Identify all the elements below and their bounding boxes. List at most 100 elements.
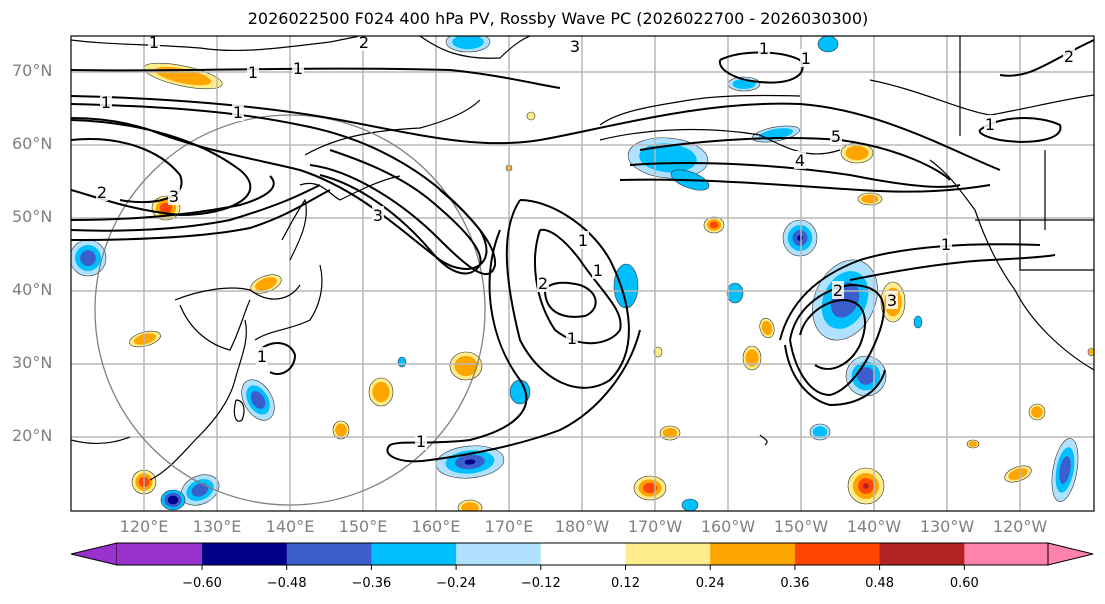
pc-anomaly-patch [1088, 349, 1094, 355]
pc-anomaly-patch [758, 128, 794, 140]
colorbar-tick-label: 0.48 [865, 576, 895, 591]
colorbar-segment [371, 543, 457, 565]
pc-anomaly-patch [817, 36, 839, 53]
pv-contour-line [71, 189, 331, 241]
pv-contour-line [789, 283, 885, 397]
contour-label: 1 [593, 261, 603, 280]
pc-anomaly-patch [642, 482, 658, 494]
pv-contour-line [71, 138, 183, 204]
contour-label: 1 [759, 39, 769, 58]
contour-label-bg [832, 281, 844, 299]
colorbar-extend-min [70, 542, 118, 566]
pv-contour-line [629, 162, 961, 188]
pc-anomaly-patch [639, 143, 697, 173]
contour-label-bg [577, 231, 589, 249]
contour-label-bg [148, 36, 160, 51]
pc-anomaly-patch [653, 346, 663, 358]
pv-contours [71, 39, 1094, 463]
lat-tick-label: 60°N [12, 134, 53, 153]
pc-anomaly-patch [254, 277, 278, 291]
contour-label: 3 [570, 37, 580, 56]
colorbar-segment [879, 543, 965, 565]
pv-contour-line [619, 178, 991, 193]
contour-label-bg [566, 329, 578, 347]
colorbar-segment [794, 543, 881, 565]
lon-tick-label: 120°W [992, 517, 1048, 536]
contour-label-bg [886, 291, 898, 309]
pv-contour-line [779, 243, 1041, 341]
pv-contour-line [978, 117, 1062, 143]
coastline [419, 36, 531, 59]
contour-label-bg [247, 63, 259, 81]
lon-tick-label: 160°E [411, 517, 461, 536]
lon-tick-label: 120°E [119, 517, 169, 536]
contour-label: 3 [373, 206, 383, 225]
pv-contour-line [999, 39, 1094, 77]
pv-contour-line [849, 254, 1056, 281]
coastline [299, 175, 401, 201]
pc-anomaly-patch [863, 483, 869, 489]
lon-tick-label: 140°W [846, 517, 902, 536]
pc-anomaly-patch [662, 427, 678, 439]
coastline [281, 198, 307, 261]
pc-anomaly-patch [913, 315, 923, 329]
pc-anomaly-patch [845, 145, 869, 161]
pc-anomaly-patch [167, 495, 179, 505]
pc-anomaly-patch [80, 250, 96, 266]
pc-anomaly-patch [761, 320, 773, 336]
pc-anomaly-patch [861, 194, 879, 204]
colorbar-tick-label: −0.48 [266, 576, 307, 591]
chart-title: 2026022500 F024 400 hPa PV, Rossby Wave … [247, 9, 869, 28]
coastline [599, 128, 841, 155]
contour-label: 1 [567, 329, 577, 348]
gridlines [71, 36, 1094, 511]
colorbar-segment [710, 543, 796, 565]
coastline [71, 36, 361, 52]
pc-anomaly-patch [133, 333, 157, 345]
contour-label-bg [1063, 47, 1075, 65]
pc-anomaly-patch [397, 356, 407, 368]
coastline [599, 94, 801, 126]
coastline [149, 319, 247, 481]
lon-tick-label: 130°E [192, 517, 242, 536]
colorbar-tick-label: −0.36 [351, 576, 392, 591]
lon-tick-label: 170°E [484, 517, 534, 536]
contour-label: 1 [985, 115, 995, 134]
contour-label-bg [168, 187, 180, 205]
contour-label-bg [569, 37, 581, 55]
pv-contour-line [386, 229, 641, 463]
pc-anomaly-patch [1059, 456, 1071, 484]
contour-label: 1 [233, 103, 243, 122]
pc-anomaly-patch [1031, 406, 1043, 418]
contour-label: 2 [97, 183, 107, 202]
pc-anomaly-patch [968, 441, 978, 447]
contour-label: 1 [257, 347, 267, 366]
colorbar-tick-label: 0.36 [780, 576, 810, 591]
colorbar-tick-label: −0.24 [436, 576, 477, 591]
colorbar-tick-label: 0.12 [611, 576, 640, 591]
contour-label-bg [794, 151, 806, 169]
colorbar-segment [456, 543, 542, 565]
pc-anomaly-patch [454, 355, 478, 377]
colorbar-tick-label: 0.60 [949, 576, 979, 591]
pv-contour-line [319, 149, 482, 275]
colorbar-segment [540, 543, 626, 565]
map-frame [70, 35, 1095, 512]
colorbar-tick-label: 0.24 [695, 576, 725, 591]
contour-label-bg [984, 115, 996, 133]
coastline [1019, 220, 1094, 271]
contour-label: 1 [941, 235, 951, 254]
contour-label: 1 [149, 33, 159, 52]
pv-contour-line [71, 184, 321, 232]
lon-tick-label: 130°W [919, 517, 975, 536]
contour-label-bg [940, 235, 952, 253]
pc-anomaly-patch [335, 423, 347, 437]
pc-anomaly-patch [857, 367, 875, 385]
pv-contour-line [309, 164, 497, 276]
pv-contour-line [71, 119, 252, 217]
contour-label: 1 [416, 432, 426, 451]
colorbar-segment [117, 543, 202, 565]
colorbar-tick-label: −0.60 [182, 576, 222, 591]
coastline [254, 264, 323, 341]
colorbar-segment [286, 543, 372, 565]
